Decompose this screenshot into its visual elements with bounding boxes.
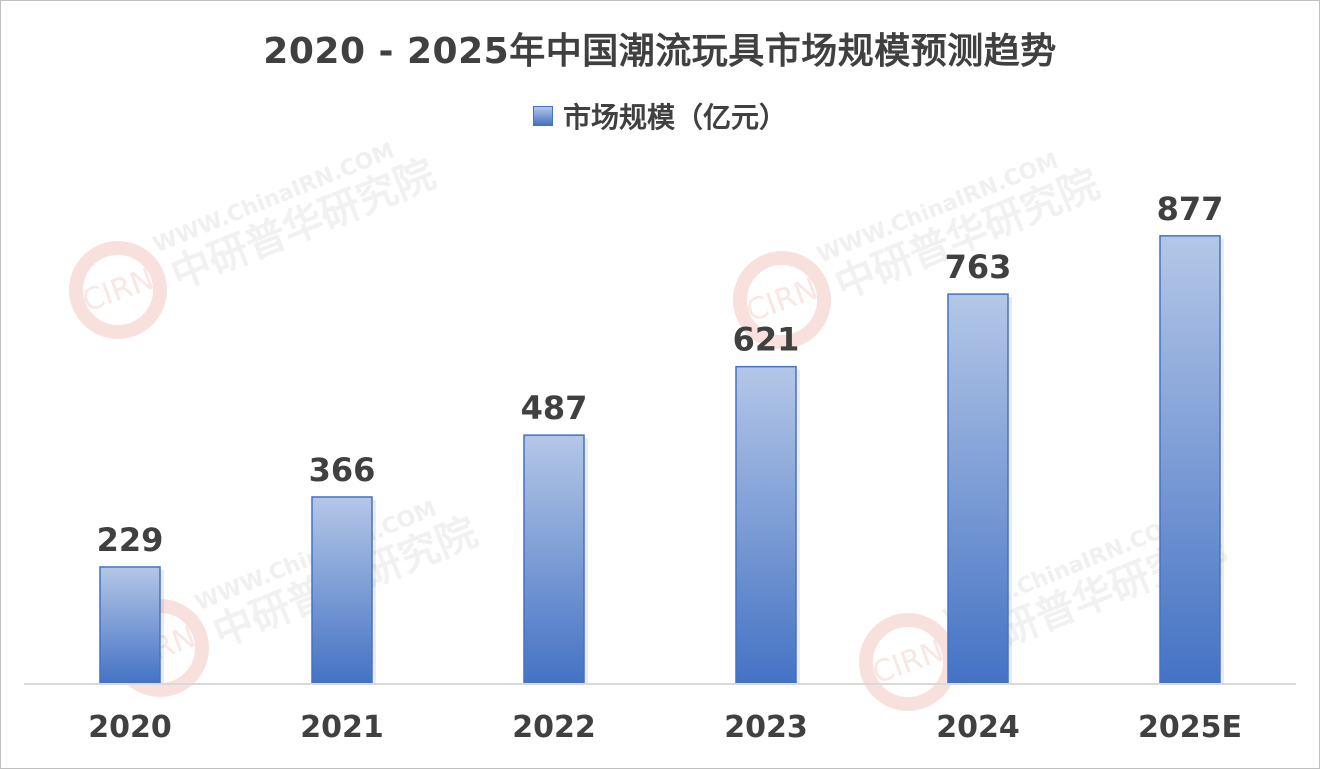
bar-2025E — [1159, 235, 1221, 685]
x-tick-2024: 2024 — [936, 710, 1020, 745]
data-label-2021: 366 — [309, 451, 376, 489]
data-label-2025E: 877 — [1157, 190, 1224, 228]
bar-2024 — [947, 293, 1009, 685]
x-tick-2023: 2023 — [724, 710, 808, 745]
bar-2022 — [523, 434, 585, 685]
data-label-2023: 621 — [733, 321, 800, 359]
legend-label: 市场规模（亿元） — [562, 101, 787, 134]
x-tick-2022: 2022 — [512, 710, 596, 745]
watermark-group: WWW.ChinaIRN.COM 中研普华研究院 WWW.ChinaIRN.CO… — [76, 139, 1232, 704]
data-labels-layer: 229 366 487 621 763 877 — [97, 190, 1224, 559]
x-tick-labels: 2020 2021 2022 2023 2024 2025E — [88, 710, 1242, 745]
data-label-2020: 229 — [97, 521, 164, 559]
legend-swatch — [532, 106, 553, 126]
bar-2023 — [735, 365, 797, 685]
x-tick-2020: 2020 — [88, 710, 172, 745]
data-label-2024: 763 — [945, 248, 1012, 286]
chart-title: 2020 - 2025年中国潮流玩具市场规模预测趋势 — [263, 31, 1057, 72]
x-tick-2025E: 2025E — [1138, 710, 1242, 745]
data-label-2022: 487 — [521, 389, 588, 427]
bar-2021 — [311, 496, 373, 685]
legend: 市场规模（亿元） — [0, 96, 1320, 136]
x-tick-2021: 2021 — [300, 710, 384, 745]
bar-2020 — [99, 566, 161, 685]
bars-layer — [99, 235, 1224, 685]
